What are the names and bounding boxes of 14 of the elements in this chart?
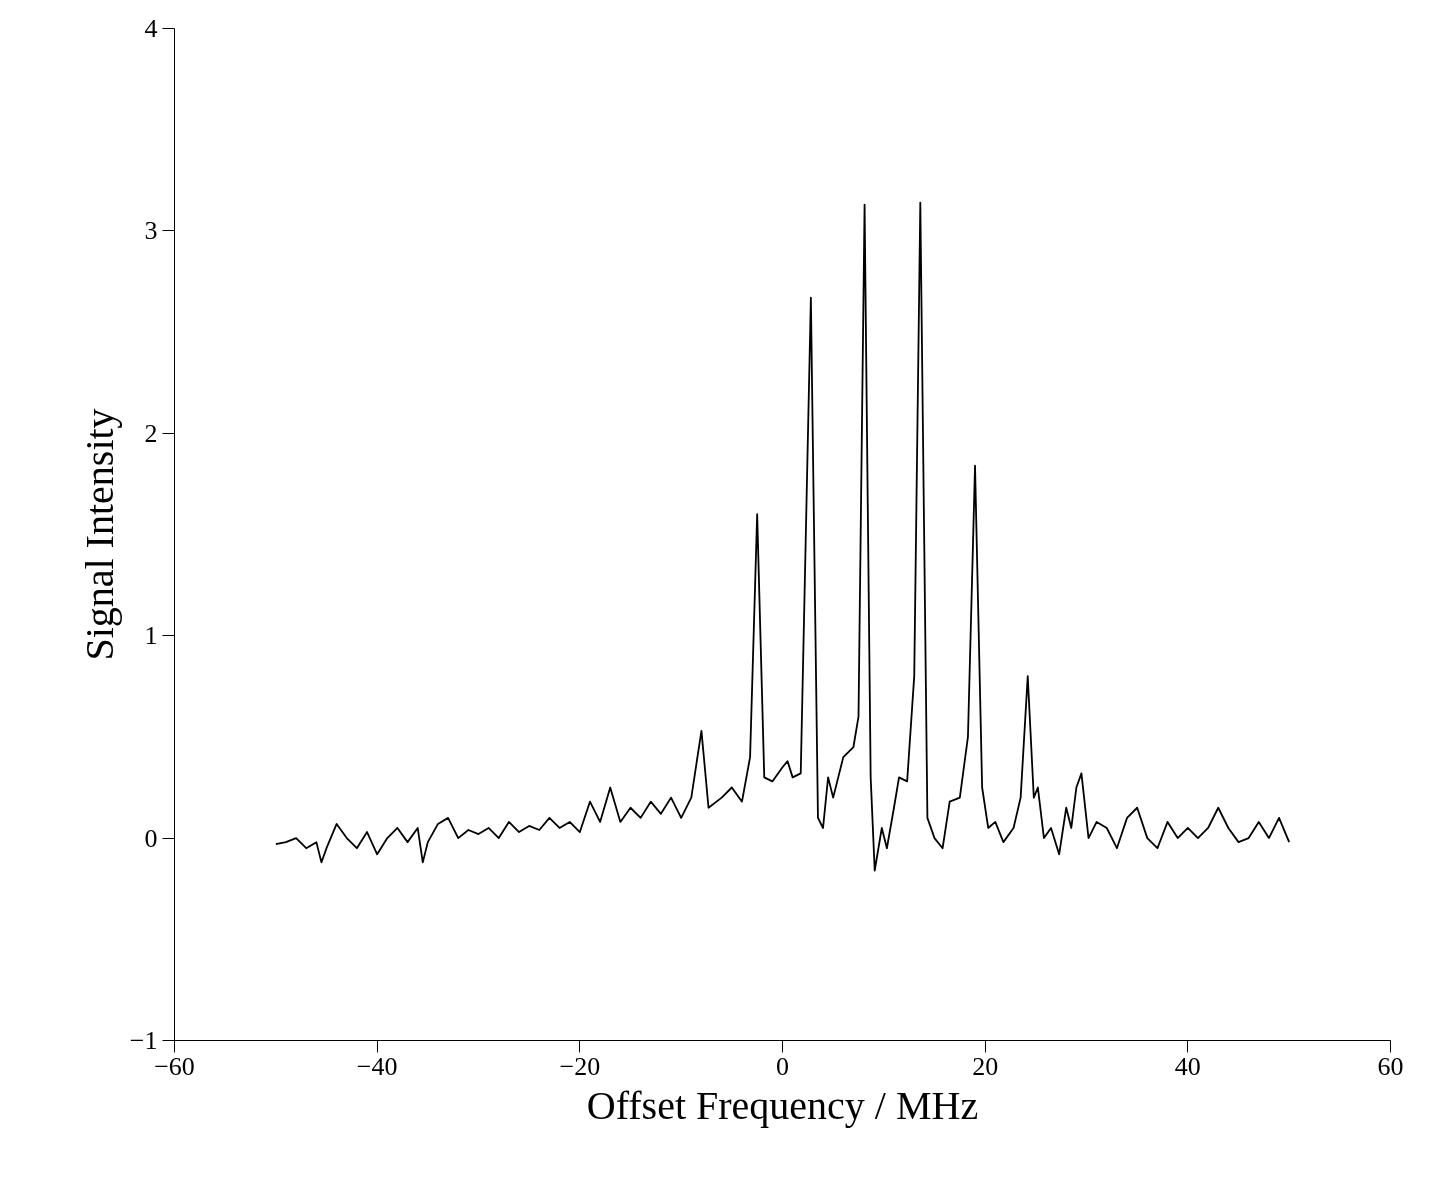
y-tick-label: 2 (144, 418, 158, 448)
x-tick-label: 0 (776, 1051, 789, 1081)
y-tick-label: 0 (144, 823, 158, 853)
line-series (274, 201, 1291, 872)
x-tick-label: 40 (1174, 1051, 1201, 1081)
y-tick-label: 4 (144, 14, 158, 43)
x-tick-label: −20 (559, 1051, 601, 1081)
x-axis-title: Offset Frequency / MHz (586, 1082, 979, 1128)
y-tick-label: 3 (144, 216, 158, 246)
y-axis-title: Signal Intensity (76, 408, 122, 661)
x-tick-label: 20 (972, 1051, 999, 1081)
x-tick-label: −40 (356, 1051, 398, 1081)
y-tick-label: 1 (144, 621, 158, 651)
x-tick-label: 60 (1377, 1051, 1404, 1081)
